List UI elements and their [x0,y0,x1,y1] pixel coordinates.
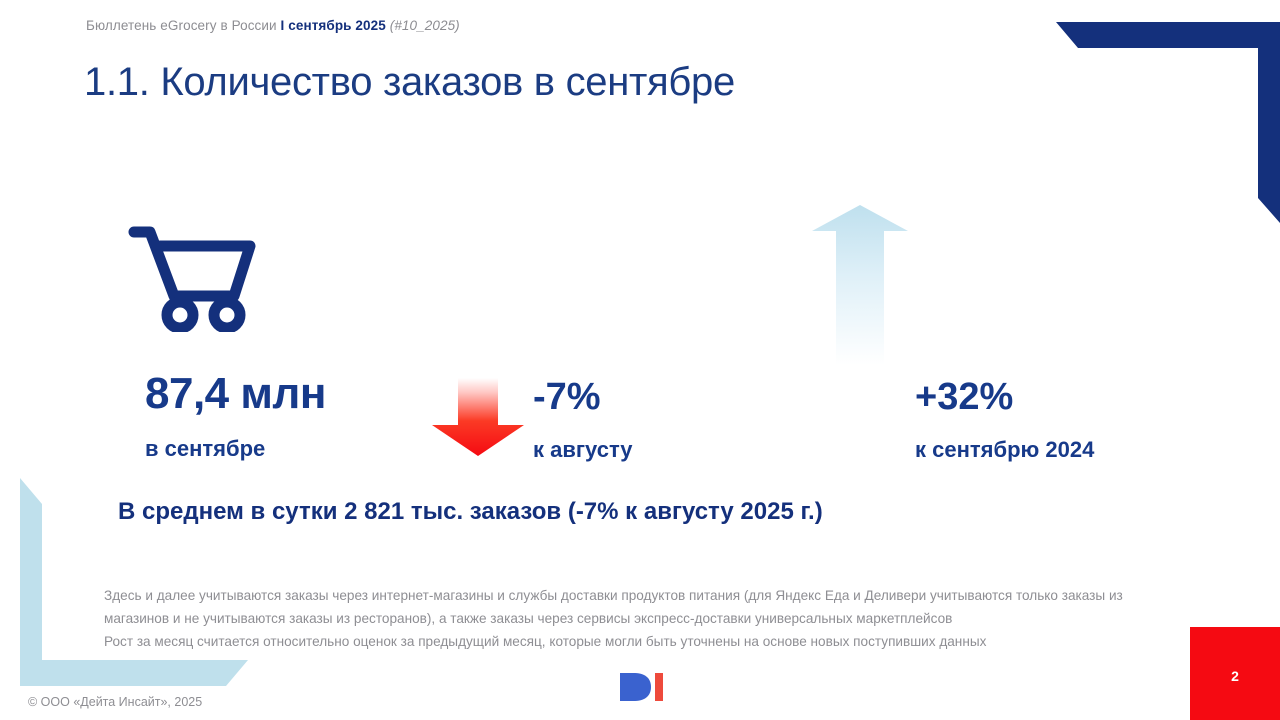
metric-mom-caption: к августу [533,437,633,462]
footnotes: Здесь и далее учитываются заказы через и… [104,584,1168,653]
breadcrumb-period: сентябрь 2025 [288,18,386,33]
footnote-2: Рост за месяц считается относительно оце… [104,634,987,649]
highlight-statement: В среднем в сутки 2 821 тыс. заказов (-7… [118,498,823,525]
page-title: 1.1. Количество заказов в сентябре [84,60,735,104]
breadcrumb-separator: I [276,18,289,33]
page-number-badge: 2 [1190,627,1280,720]
arrow-down-red-icon [432,378,524,456]
footnote-1: Здесь и далее учитываются заказы через и… [104,588,1123,626]
breadcrumb: Бюллетень eGrocery в России I сентябрь 2… [86,18,460,33]
di-logo [620,673,663,701]
arrow-up-lightblue-icon [812,205,908,365]
metric-orders-total: 87,4 млн в сентябре [145,372,445,462]
metric-yoy-value: +32% [915,376,1014,418]
metric-month-over-month: -7% к августу [533,378,773,463]
corner-bracket-top-right-icon [1056,22,1280,223]
metric-orders-total-value: 87,4 млн [145,369,326,418]
metric-mom-value: -7% [533,376,601,418]
breadcrumb-issue: (#10_2025) [385,18,460,33]
metric-orders-total-caption: в сентябре [145,436,266,461]
metric-yoy-caption: к сентябрю 2024 [915,437,1095,462]
metric-year-over-year: +32% к сентябрю 2024 [915,378,1215,463]
shopping-cart-icon [128,226,256,332]
page-number: 2 [1231,668,1239,684]
copyright-text: © ООО «Дейта Инсайт», 2025 [28,695,203,709]
breadcrumb-prefix: Бюллетень eGrocery в России [86,18,277,33]
